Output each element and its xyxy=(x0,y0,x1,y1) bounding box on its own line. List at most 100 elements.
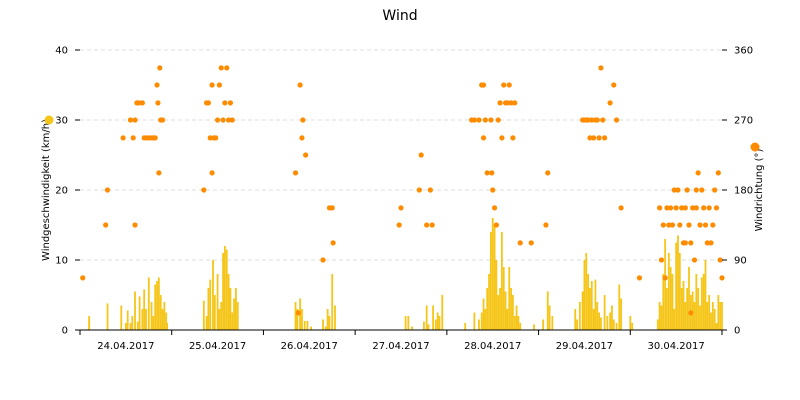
direction-point xyxy=(657,205,663,211)
speed-bar xyxy=(721,302,723,330)
x-tick-label: 29.04.2017 xyxy=(556,341,613,352)
direction-point xyxy=(613,117,620,123)
speed-bar xyxy=(684,302,687,330)
speed-bar xyxy=(220,302,223,330)
direction-point xyxy=(104,187,111,193)
direction-point xyxy=(103,222,109,228)
direction-point xyxy=(697,222,703,228)
speed-bar xyxy=(656,319,659,330)
speed-bar xyxy=(615,323,618,330)
direction-point xyxy=(510,135,516,141)
speed-bar xyxy=(682,281,685,330)
direction-point xyxy=(691,257,698,263)
speed-bar xyxy=(411,326,413,330)
direction-point xyxy=(712,187,718,193)
speed-bar xyxy=(88,319,91,330)
speed-bar xyxy=(700,277,703,330)
direction-point xyxy=(303,152,309,158)
direction-point xyxy=(517,240,523,246)
direction-point xyxy=(508,100,514,106)
speed-bar xyxy=(322,319,324,330)
direction-point xyxy=(660,222,666,228)
speed-bar xyxy=(600,317,602,330)
speed-bar xyxy=(310,326,313,330)
speed-bar xyxy=(441,295,444,330)
direction-point xyxy=(598,65,604,71)
speed-bar xyxy=(126,310,129,330)
speed-bar xyxy=(138,296,141,330)
speed-bar xyxy=(706,302,709,330)
direction-point xyxy=(205,100,211,106)
right-tick-label: 180 xyxy=(734,186,753,197)
direction-point xyxy=(480,135,487,141)
direction-point xyxy=(320,257,326,263)
speed-bar xyxy=(702,274,705,330)
speed-bar xyxy=(434,319,437,330)
direction-point xyxy=(292,170,299,176)
x-tick-label: 24.04.2017 xyxy=(97,341,154,352)
speed-bar xyxy=(680,288,683,330)
direction-point xyxy=(495,117,501,123)
speed-bar xyxy=(464,323,467,330)
speed-bar xyxy=(154,284,157,330)
x-tick-label: 25.04.2017 xyxy=(189,341,246,352)
speed-bar xyxy=(631,323,634,330)
x-tick-label: 28.04.2017 xyxy=(464,341,521,352)
speed-bar xyxy=(519,323,522,330)
direction-point xyxy=(488,117,494,123)
speed-bar xyxy=(710,312,712,330)
speed-bar xyxy=(715,323,718,330)
speed-bar xyxy=(693,302,696,330)
speed-bar xyxy=(587,274,589,330)
direction-point xyxy=(156,170,162,176)
speed-bar xyxy=(673,309,676,330)
speed-bar xyxy=(500,232,503,330)
speed-bar xyxy=(213,295,216,330)
direction-point xyxy=(512,100,518,106)
direction-point xyxy=(585,117,591,123)
speed-bar xyxy=(159,295,162,330)
speed-bar xyxy=(152,316,155,330)
speed-bar xyxy=(699,305,701,330)
direction-point xyxy=(497,100,503,106)
direction-point xyxy=(491,205,498,211)
direction-point xyxy=(695,170,701,176)
speed-bar xyxy=(510,288,512,330)
speed-bar xyxy=(704,260,707,330)
direction-point xyxy=(587,135,593,141)
direction-point xyxy=(664,205,670,211)
speed-bar xyxy=(598,312,601,330)
direction-point xyxy=(501,82,507,88)
direction-point xyxy=(424,222,430,228)
direction-point xyxy=(686,222,692,228)
x-tick-label: 30.04.2017 xyxy=(648,341,705,352)
direction-point xyxy=(427,187,433,193)
speed-bar xyxy=(306,320,309,330)
speed-bar xyxy=(432,305,434,330)
speed-bar xyxy=(533,324,535,330)
speed-bar xyxy=(677,235,679,330)
speed-bar xyxy=(233,298,235,330)
speed-bar xyxy=(156,281,158,330)
speed-bar xyxy=(436,312,439,330)
speed-bar xyxy=(207,288,210,330)
direction-point xyxy=(662,275,668,281)
speed-bar xyxy=(145,309,147,330)
speed-bar xyxy=(229,288,232,330)
direction-point xyxy=(130,135,136,141)
speed-bar xyxy=(517,316,520,330)
direction-point xyxy=(157,65,163,71)
left-axis-title: Windgeschwindigkeit (km/h) xyxy=(41,119,52,261)
speed-bar xyxy=(134,291,136,330)
direction-points xyxy=(80,65,725,316)
speed-bar xyxy=(212,260,214,330)
direction-point xyxy=(398,205,404,211)
speed-bar xyxy=(120,305,123,330)
speed-bar xyxy=(611,305,613,330)
direction-point xyxy=(224,65,230,71)
direction-point xyxy=(476,117,482,123)
speed-bar xyxy=(205,316,208,330)
speed-bar xyxy=(224,246,226,330)
direction-point xyxy=(480,82,487,88)
direction-point xyxy=(708,240,714,246)
